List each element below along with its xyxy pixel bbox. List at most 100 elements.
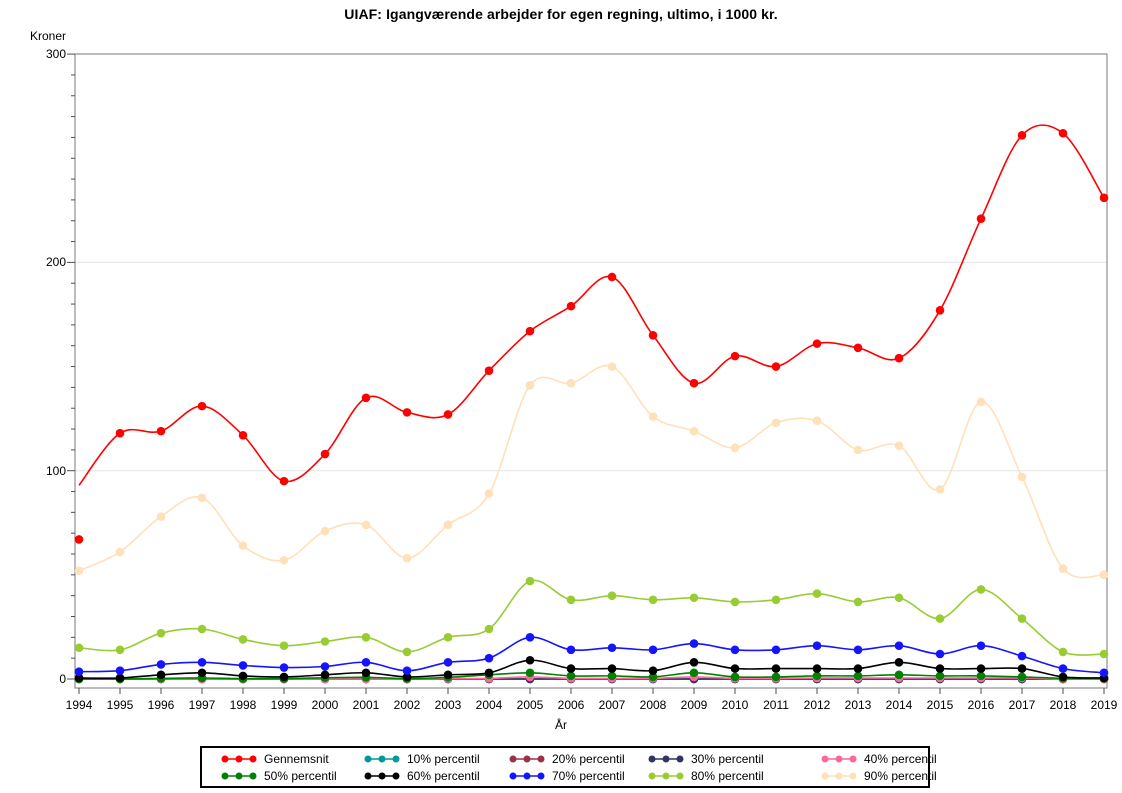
x-tick-label: 2014 [885,698,913,712]
legend-item: 60% percentil [363,769,480,783]
data-point [730,672,740,682]
series-line-90-percentil [78,364,1105,579]
data-point [689,668,699,678]
data-point [525,668,535,678]
data-point [115,666,125,675]
data-point [566,595,576,605]
x-tick-label: 1999 [270,698,298,712]
legend-label: 70% percentil [552,769,625,783]
data-point [361,668,371,678]
data-point [525,380,535,390]
legend-marker-icon [821,772,857,780]
data-point [894,593,904,603]
data-point [812,664,822,673]
data-point [279,641,289,650]
data-point [361,520,371,530]
data-point [812,589,822,598]
data-point [812,671,822,681]
data-point [894,670,904,680]
data-point [279,476,289,486]
data-point [771,645,781,655]
legend-label: 50% percentil [264,769,337,783]
plot-frame [74,53,1108,689]
data-point [1058,664,1068,673]
x-tick-label: 2015 [926,698,954,712]
data-point [402,666,412,675]
x-tick-label: 2000 [311,698,339,712]
data-point [115,645,125,655]
data-point [894,658,904,667]
data-point [935,649,945,659]
data-point [402,553,412,563]
x-tick-label: 2010 [721,698,749,712]
data-point [771,362,781,371]
x-tick-label: 1997 [188,698,216,712]
data-point [1058,647,1068,657]
data-point [238,541,248,550]
data-point [115,428,125,438]
data-point [976,214,986,223]
data-point [1099,668,1109,678]
data-point [74,673,84,683]
data-point [402,408,412,417]
data-point [935,671,945,681]
data-point [115,547,125,557]
legend-label: 60% percentil [407,769,480,783]
data-point [361,658,371,667]
data-point [689,426,699,436]
x-tick-label: 2008 [639,698,667,712]
data-point [648,412,658,421]
x-tick-label: 2019 [1090,698,1118,712]
data-point [976,671,986,681]
data-point [238,635,248,644]
data-point [648,666,658,675]
data-point [771,595,781,605]
data-point [894,641,904,650]
data-point [1017,614,1027,623]
data-point [1017,651,1027,661]
x-tick-label: 2016 [967,698,995,712]
data-point [156,660,166,669]
x-tick-label: 2003 [434,698,462,712]
data-point [156,512,166,521]
data-point [1017,664,1027,673]
legend-marker-icon [364,772,400,780]
data-point [279,663,289,672]
data-point [853,664,863,673]
series-line-gennemsnit [78,124,1105,486]
data-point [1099,570,1109,580]
data-point [443,410,453,419]
legend-marker-icon [509,755,545,763]
data-point [197,401,207,411]
data-point [484,668,494,678]
data-point [730,664,740,673]
data-point [894,353,904,363]
data-point [525,655,535,665]
series-line-70-percentil [78,636,1105,674]
data-point [607,671,617,681]
data-point [771,672,781,682]
legend-label: 20% percentil [552,752,625,766]
data-point [320,637,330,646]
data-point [689,658,699,667]
data-point [812,641,822,650]
data-point [525,633,535,642]
data-point [361,393,371,403]
data-point [156,670,166,680]
data-point [443,520,453,530]
legend-item: 50% percentil [220,769,337,783]
data-point [566,664,576,673]
data-point [853,671,863,681]
data-point [607,272,617,282]
data-point [484,624,494,634]
data-point [402,647,412,657]
legend-label: 40% percentil [864,752,937,766]
legend-marker-icon [364,755,400,763]
data-point [648,331,658,340]
data-point [1058,128,1068,138]
legend-marker-icon [821,755,857,763]
data-point [566,378,576,388]
legend-marker-icon [509,772,545,780]
x-tick-label: 1994 [65,698,93,712]
data-point [771,664,781,673]
